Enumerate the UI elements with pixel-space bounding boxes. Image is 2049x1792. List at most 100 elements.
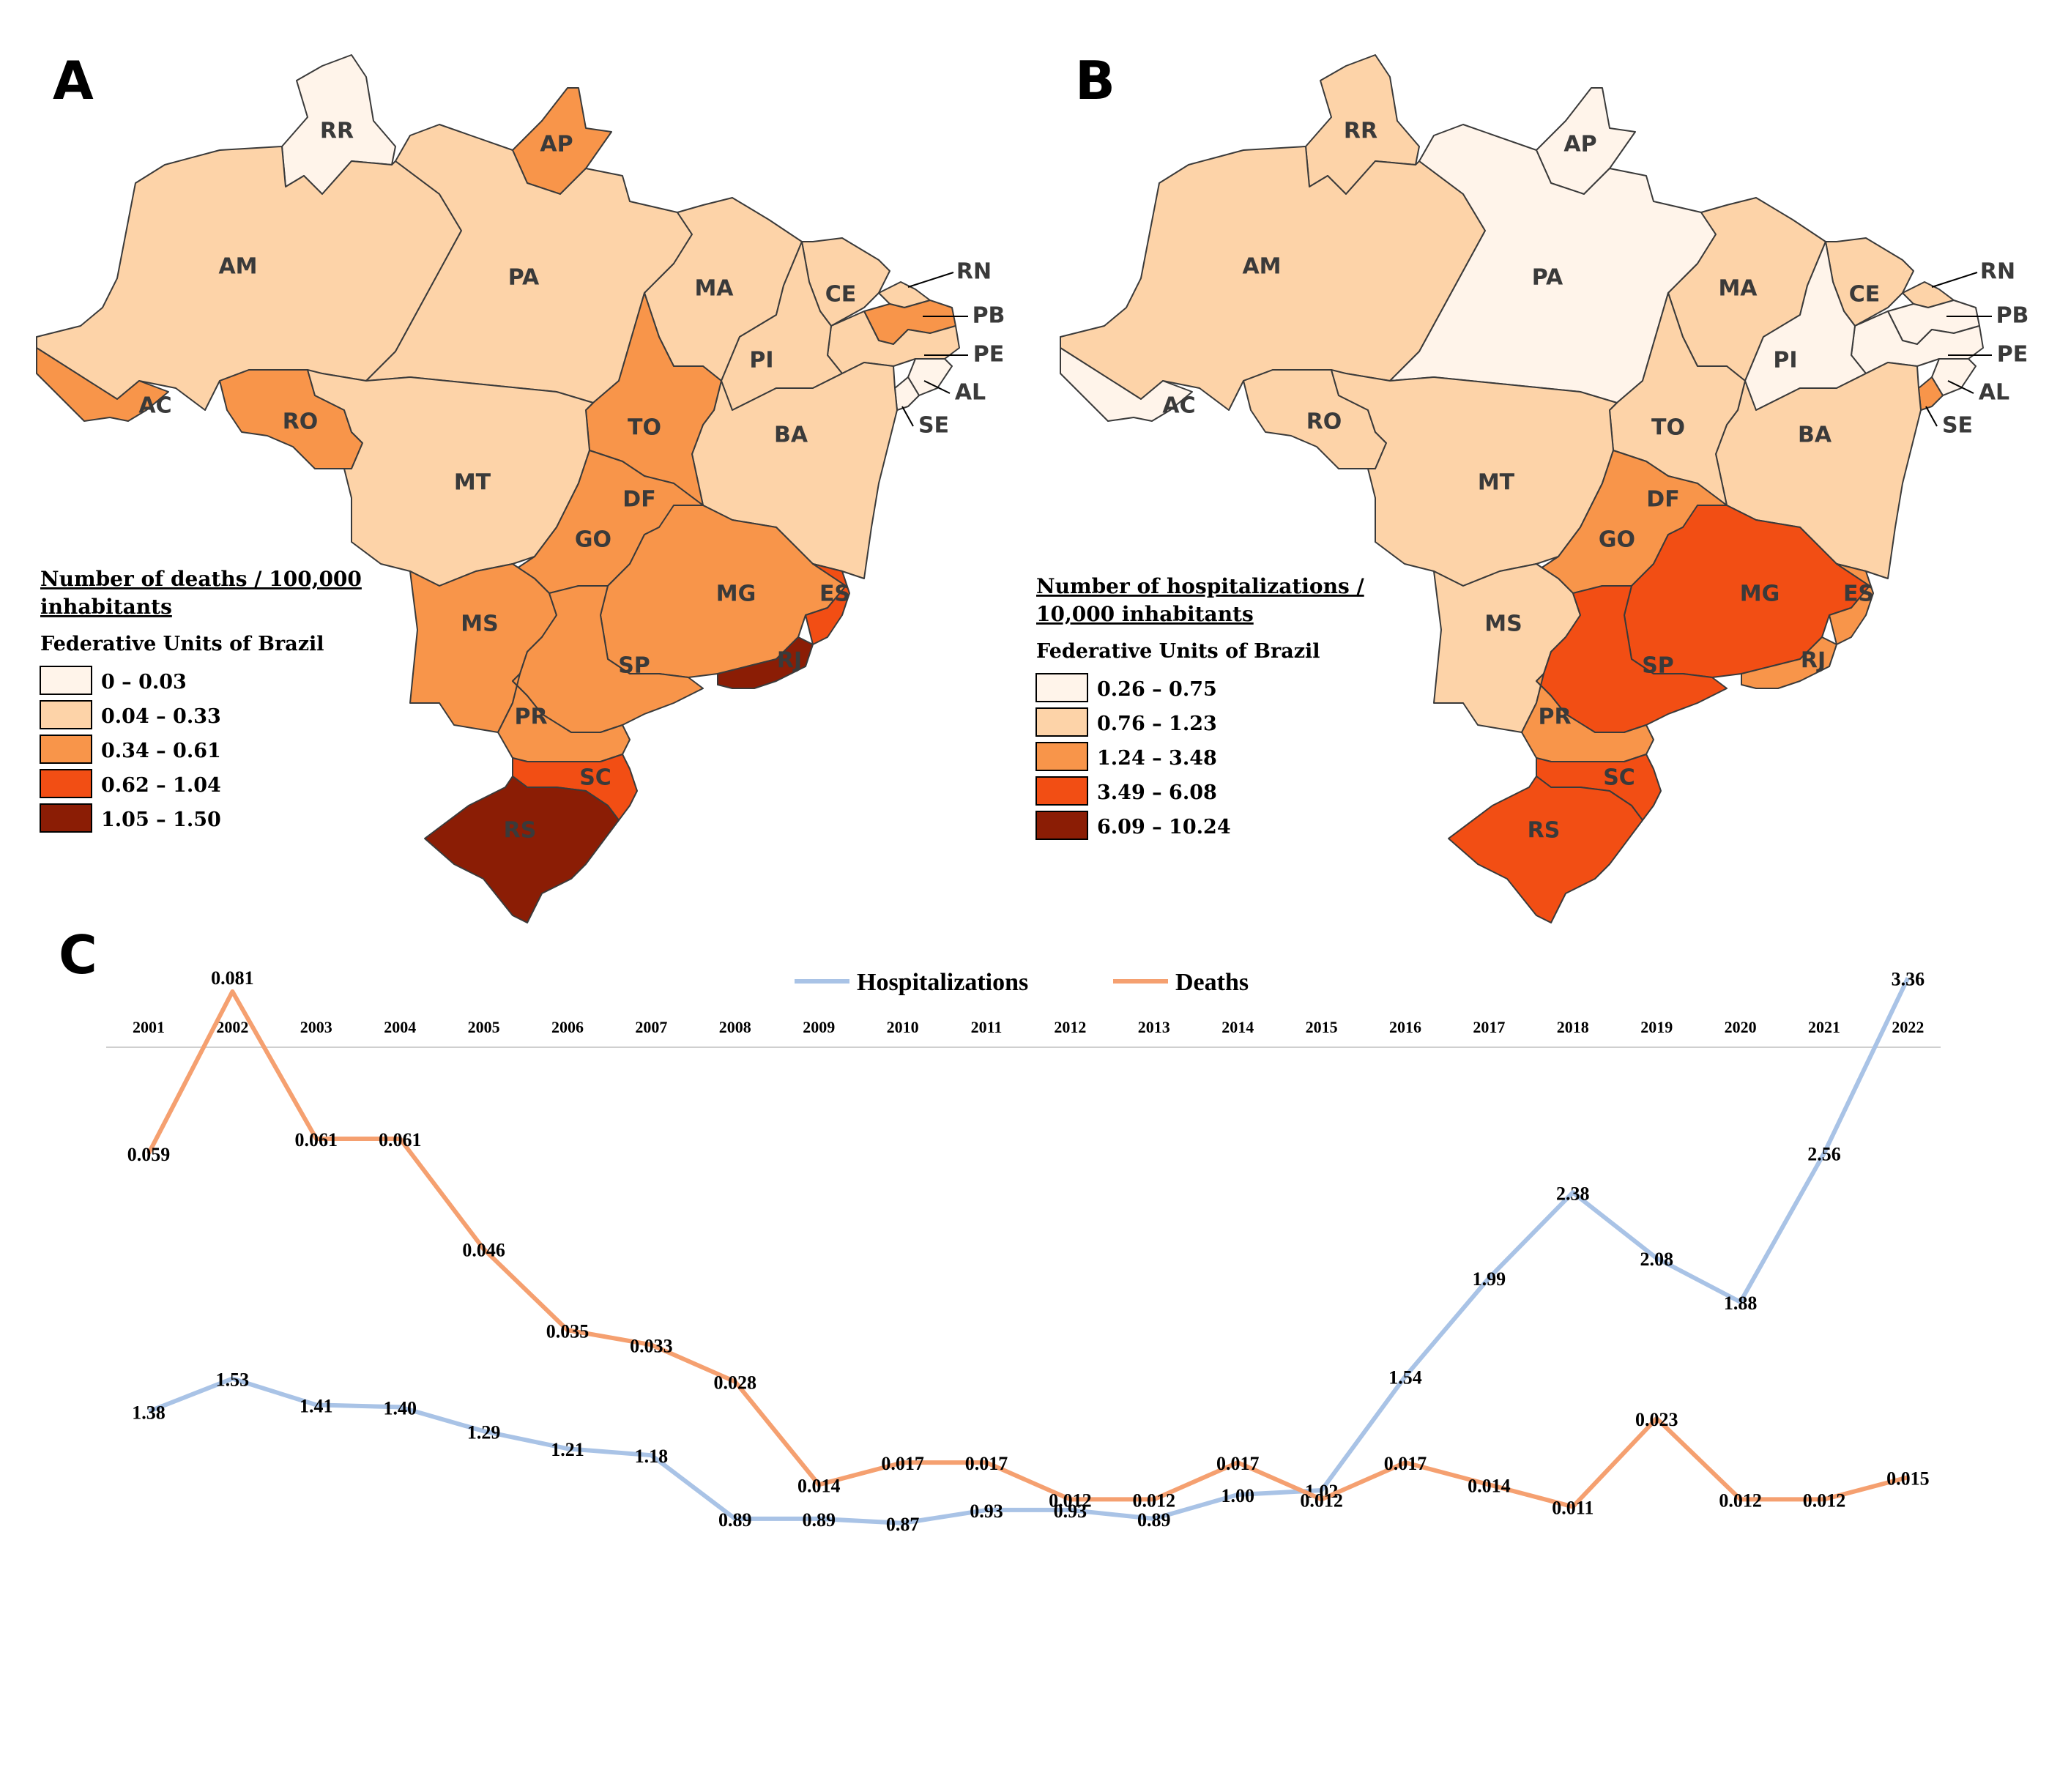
legend-deaths-label: Deaths	[1175, 969, 1249, 996]
state-sp	[1536, 585, 1728, 733]
hospitalizations-data-label: 1.18	[635, 1446, 669, 1467]
legend-swatch	[1035, 707, 1088, 737]
legend-swatch	[40, 803, 92, 833]
legend-a-subtitle: Federative Units of Brazil	[40, 633, 324, 655]
hospitalizations-data-label: 1.29	[467, 1421, 501, 1443]
hospitalizations-data-label: 0.89	[718, 1509, 752, 1531]
state-rj	[717, 636, 814, 689]
state-label-pr: PR	[1538, 704, 1571, 730]
deaths-data-label: 0.059	[127, 1144, 171, 1165]
state-ac	[36, 336, 169, 422]
legend-a: Number of deaths / 100,000 inhabitants F…	[40, 567, 362, 833]
panel-label-b: B	[1075, 50, 1115, 111]
deaths-data-label: 0.017	[965, 1453, 1008, 1474]
state-label-ms: MS	[1484, 611, 1522, 637]
map-states	[36, 54, 960, 923]
state-rs	[1448, 776, 1643, 923]
hospitalizations-data-label: 1.88	[1724, 1293, 1758, 1314]
legend-item-label: 0.62 – 1.04	[101, 774, 221, 797]
leader-line-al	[1947, 380, 1974, 394]
state-sp	[512, 585, 704, 733]
state-label-ce: CE	[1849, 282, 1881, 308]
state-label-mg: MG	[716, 581, 756, 607]
state-label-rs: RS	[504, 818, 537, 844]
deaths-data-label: 0.014	[1468, 1475, 1511, 1496]
year-tick-label: 2003	[300, 1018, 332, 1036]
state-label-al: AL	[1979, 380, 2009, 406]
state-label-rj: RJ	[1801, 648, 1826, 674]
legend-swatch	[40, 769, 92, 798]
deaths-data-label: 0.061	[295, 1129, 338, 1150]
state-label-se: SE	[1942, 413, 1973, 439]
hospitalizations-data-label: 0.89	[802, 1509, 836, 1531]
state-rj	[1741, 636, 1837, 689]
legend-item-label: 0 – 0.03	[101, 671, 187, 694]
deaths-data-label: 0.028	[714, 1372, 757, 1394]
hospitalizations-data-label: 1.40	[383, 1397, 417, 1419]
legend-item-label: 1.05 – 1.50	[101, 808, 221, 831]
legend-swatch	[1035, 811, 1088, 840]
hospitalizations-data-label: 0.93	[1054, 1501, 1087, 1522]
hospitalizations-data-label: 1.53	[216, 1369, 250, 1391]
year-tick-label: 2009	[803, 1018, 835, 1036]
legend-b: Number of hospitalizations / 10,000 inha…	[1035, 574, 1364, 840]
panel-label-c: C	[59, 924, 97, 986]
year-tick-label: 2018	[1557, 1018, 1589, 1036]
chart-legend: Hospitalizations Deaths	[795, 969, 1249, 996]
deaths-data-label: 0.011	[1552, 1497, 1594, 1518]
legend-item-label: 6.09 – 10.24	[1097, 816, 1231, 839]
year-tick-label: 2007	[635, 1018, 667, 1036]
deaths-series-line	[146, 989, 1909, 1509]
state-label-df: DF	[622, 487, 655, 513]
legend-item-label: 3.49 – 6.08	[1097, 781, 1217, 804]
map-states	[1060, 54, 1984, 923]
year-tick-label: 2013	[1138, 1018, 1170, 1036]
deaths-data-label: 0.017	[1384, 1453, 1427, 1474]
state-label-sc: SC	[579, 765, 611, 791]
state-label-sp: SP	[1642, 653, 1674, 679]
leader-line-rn	[907, 272, 954, 288]
legend-item-label: 0.76 – 1.23	[1097, 713, 1217, 735]
state-rs	[424, 776, 620, 923]
legend-b-title-line1: Number of hospitalizations /	[1036, 574, 1364, 598]
year-tick-label: 2015	[1306, 1018, 1338, 1036]
legend-item-label: 0.04 – 0.33	[101, 705, 221, 728]
legend-a-title-line1: Number of deaths / 100,000	[40, 567, 362, 591]
year-tick-label: 2010	[887, 1018, 919, 1036]
state-label-ro: RO	[1306, 409, 1342, 435]
deaths-data-label: 0.017	[881, 1453, 924, 1474]
year-tick-label: 2020	[1725, 1018, 1757, 1036]
state-label-al: AL	[955, 380, 986, 406]
line-chart: 2001 2002 2003 2004 2005 2006 2007 2008 2009 2010…	[106, 967, 1941, 1535]
state-label-ac: AC	[1162, 393, 1195, 419]
state-label-rr: RR	[1344, 119, 1377, 144]
deaths-data-label: 0.015	[1886, 1468, 1930, 1489]
deaths-data-label: 0.012	[1719, 1490, 1762, 1511]
year-tick-label: 2005	[468, 1018, 500, 1036]
leader-line-rn	[1931, 272, 1978, 288]
hospitalizations-data-label: 1.54	[1388, 1367, 1422, 1388]
deaths-data-label: 0.046	[462, 1240, 505, 1261]
state-label-mg: MG	[1740, 581, 1780, 607]
year-tick-label: 2011	[971, 1018, 1003, 1036]
year-tick-label: 2001	[133, 1018, 165, 1036]
hospitalizations-data-label: 2.56	[1807, 1144, 1841, 1165]
state-label-to: TO	[1651, 415, 1685, 441]
state-label-rn: RN	[956, 259, 992, 285]
leader-line-se	[1925, 406, 1938, 427]
panel-label-a: A	[53, 50, 94, 111]
hospitalizations-data-label: 2.38	[1556, 1183, 1590, 1204]
state-label-se: SE	[918, 413, 949, 439]
state-label-mt: MT	[454, 470, 491, 496]
legend-swatch	[40, 700, 92, 729]
state-label-pb: PB	[973, 303, 1005, 329]
leader-line-al	[923, 380, 951, 394]
state-label-ba: BA	[1798, 423, 1832, 448]
state-label-es: ES	[819, 581, 850, 607]
state-label-ap: AP	[1563, 132, 1596, 157]
state-label-go: GO	[575, 527, 611, 553]
state-label-go: GO	[1599, 527, 1635, 553]
year-tick-label: 2019	[1640, 1018, 1673, 1036]
hospitalizations-data-label: 1.99	[1473, 1268, 1506, 1290]
